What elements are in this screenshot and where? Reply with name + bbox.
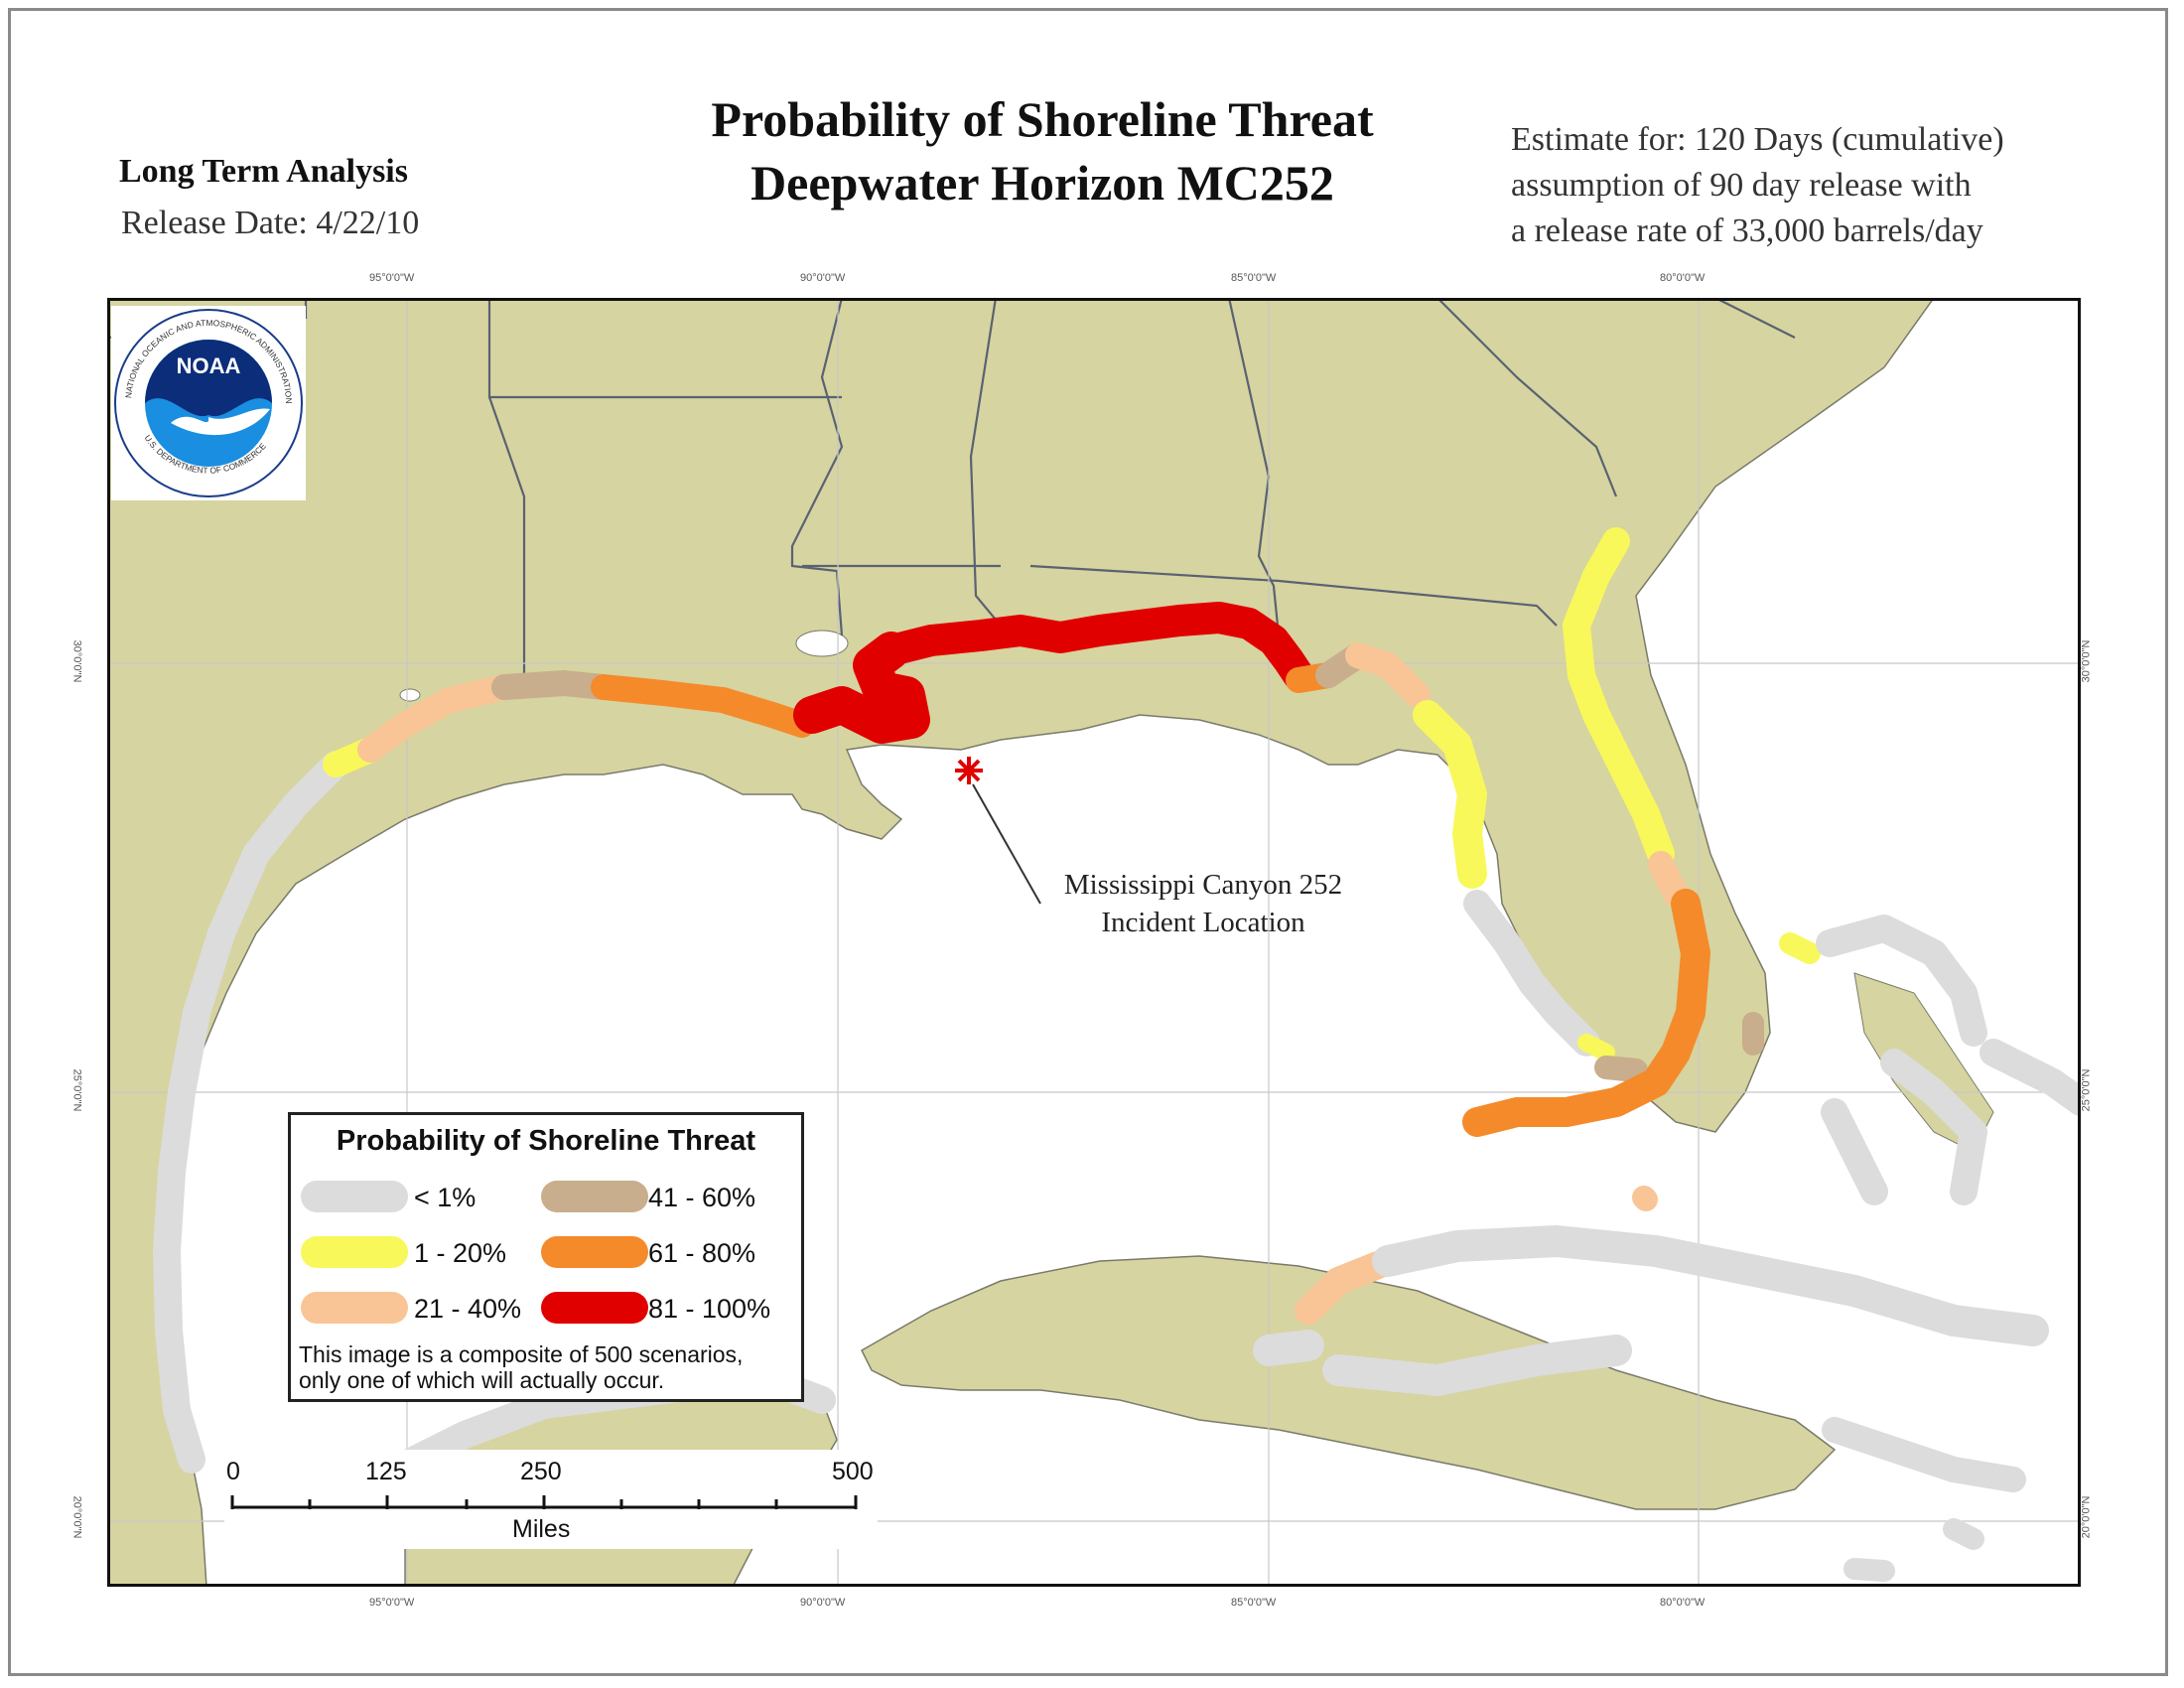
band-grey-texas: [153, 751, 349, 1474]
legend-label-61-80: 61 - 80%: [648, 1238, 756, 1268]
band-orange-la: [591, 674, 815, 738]
band-red-coast: [876, 602, 1314, 691]
legend-swatch-41-60: [541, 1181, 648, 1212]
legend-note-line-2: only one of which will actually occur.: [299, 1367, 665, 1393]
legend-swatch-1-20: [301, 1236, 408, 1268]
band-peach-dot: [1632, 1186, 1658, 1211]
band-grey-fl-west: [1463, 890, 1600, 1056]
noaa-logo: NOAA NATIONAL OCEANIC AND ATMOSPHERIC AD…: [111, 306, 306, 500]
legend-swatch-21-40: [301, 1292, 408, 1324]
threat-bands: [153, 527, 2081, 1582]
legend-label-21-40: 21 - 40%: [414, 1294, 522, 1324]
legend-swatch-lt1: [301, 1181, 408, 1212]
legend-label-1-20: 1 - 20%: [414, 1238, 507, 1268]
band-orange-keys: [1462, 889, 1710, 1137]
lon-label-top-80: 80°0'0"W: [1660, 272, 1706, 284]
incident-label: Mississippi Canyon 252 Incident Location: [1054, 866, 1352, 941]
scale-tick-500: 500: [832, 1458, 874, 1485]
scale-unit: Miles: [512, 1515, 571, 1543]
legend: Probability of Shoreline Threat < 1% 1 -…: [288, 1112, 804, 1402]
map-title: Probability of Shoreline Threat Deepwate…: [556, 87, 1529, 214]
band-grey-bahamas: [1816, 914, 2081, 1205]
band-tan-la: [491, 670, 616, 700]
state-borders: [107, 298, 1796, 675]
title-line-2: Deepwater Horizon MC252: [751, 155, 1334, 211]
band-grey-cuba: [1253, 1225, 2049, 1396]
page-frame: [8, 8, 2168, 1676]
estimate-line-1: Estimate for: 120 Days (cumulative): [1511, 121, 2004, 158]
lat-label-left-20: 20°0'0"N: [70, 1495, 83, 1539]
lat-label-left-30: 30°0'0"N: [70, 639, 83, 683]
band-tan-fl-south: [1594, 1055, 1648, 1082]
incident-label-line-1: Mississippi Canyon 252: [1063, 869, 1343, 901]
incident-label-line-2: Incident Location: [1101, 907, 1305, 938]
band-red-delta: [793, 632, 930, 744]
lat-label-right-25: 25°0'0"N: [2080, 1068, 2093, 1112]
noaa-emblem-icon: NOAA NATIONAL OCEANIC AND ATMOSPHERIC AD…: [114, 309, 303, 497]
band-grey-islands: [1843, 1518, 1984, 1582]
lon-label-top-90: 90°0'0"W: [800, 272, 846, 284]
lat-label-left-25: 25°0'0"N: [70, 1068, 83, 1112]
scale-tick-125: 125: [365, 1458, 407, 1485]
lon-label-top-85: 85°0'0"W: [1231, 272, 1277, 284]
estimate-line-3: a release rate of 33,000 barrels/day: [1511, 212, 1983, 249]
lon-label-bottom-80: 80°0'0"W: [1660, 1597, 1706, 1609]
lon-label-top-95: 95°0'0"W: [369, 272, 415, 284]
legend-note: This image is a composite of 500 scenari…: [299, 1341, 743, 1393]
title-line-1: Probability of Shoreline Threat: [711, 91, 1374, 147]
band-peach-tx: [357, 674, 517, 763]
estimate-block: Estimate for: 120 Days (cumulative) assu…: [1511, 117, 2146, 254]
map-border: [107, 298, 2081, 1587]
band-peach-fl-east: [1648, 851, 1689, 907]
estimate-line-2: assumption of 90 day release with: [1511, 167, 1972, 204]
band-yellow-fl-east: [1563, 527, 1675, 868]
incident-marker[interactable]: [955, 757, 983, 784]
incident-leader-line: [972, 783, 1041, 905]
legend-swatch-61-80: [541, 1236, 648, 1268]
legend-label-lt1: < 1%: [414, 1183, 477, 1212]
legend-note-line-1: This image is a composite of 500 scenari…: [299, 1341, 744, 1367]
legend-label-81-100: 81 - 100%: [648, 1294, 771, 1324]
band-yellow-fl-sw: [1577, 1034, 1615, 1061]
legend-title: Probability of Shoreline Threat: [336, 1125, 756, 1157]
lon-label-bottom-95: 95°0'0"W: [369, 1597, 415, 1609]
scale-bar-graphic: [230, 1495, 858, 1509]
lake-pontchartrain: [795, 630, 849, 657]
band-peach-fl: [1345, 642, 1431, 708]
noaa-logo-text: NOAA: [177, 353, 241, 378]
lon-label-bottom-90: 90°0'0"W: [800, 1597, 846, 1609]
band-yellow-bahamas: [1779, 932, 1821, 964]
band-grey-cuba-south: [1822, 1417, 2026, 1492]
release-date: Release Date: 4/22/10: [121, 205, 420, 241]
band-yellow-fl-west: [1413, 700, 1487, 889]
legend-label-41-60: 41 - 60%: [648, 1183, 756, 1212]
band-peach-cuba: [1295, 1247, 1402, 1325]
lon-label-bottom-85: 85°0'0"W: [1231, 1597, 1277, 1609]
lat-label-right-20: 20°0'0"N: [2080, 1495, 2093, 1539]
lat-label-right-30: 30°0'0"N: [2080, 639, 2093, 683]
legend-swatch-81-100: [541, 1292, 648, 1324]
scale-tick-250: 250: [520, 1458, 562, 1485]
scale-bar: 0 125 250 500 Miles: [224, 1450, 878, 1549]
us-land: [107, 298, 1935, 1587]
scale-tick-0: 0: [226, 1458, 240, 1485]
coastal-lake: [399, 688, 421, 702]
analysis-label: Long Term Analysis: [119, 153, 408, 190]
